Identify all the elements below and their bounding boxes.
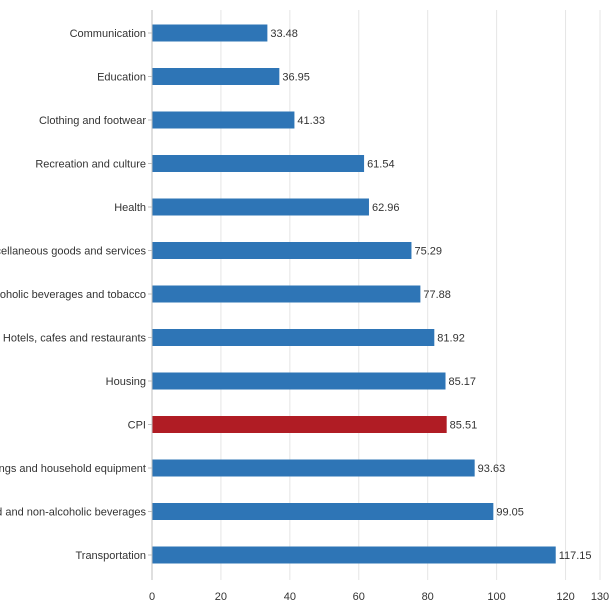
value-label-clothing-and-footwear: 41.33: [297, 115, 325, 127]
bar-communication: [152, 24, 268, 42]
bar-alcoholic-beverages-and-tobacco: [152, 285, 421, 303]
bar-food-and-non-alcoholic-beverages: [152, 503, 494, 520]
value-label-health: 62.96: [372, 202, 400, 214]
category-label-communication: Communication: [70, 28, 146, 40]
category-label-food-and-non-alcoholic-beverages: Food and non-alcoholic beverages: [0, 507, 147, 519]
x-tick-label: 120: [556, 591, 574, 603]
category-label-furnishings-and-household-equipment: Furnishings and household equipment: [0, 463, 146, 475]
x-tick-label: 80: [422, 591, 434, 603]
bar-miscellaneous-goods-and-services: [152, 242, 412, 259]
value-label-miscellaneous-goods-and-services: 75.29: [414, 246, 442, 258]
bar-cpi: [152, 416, 447, 433]
value-label-transportation: 117.15: [559, 550, 592, 562]
value-label-hotels-cafes-and-restaurants: 81.92: [437, 333, 465, 345]
category-label-recreation-and-culture: Recreation and culture: [35, 159, 146, 171]
value-label-food-and-non-alcoholic-beverages: 99.05: [496, 507, 524, 519]
bar-hotels-cafes-and-restaurants: [152, 329, 435, 346]
category-label-cpi: CPI: [128, 420, 146, 432]
bar-health: [152, 198, 369, 216]
bar-housing: [152, 372, 446, 390]
axes: [148, 10, 153, 580]
x-tick-label: 130: [591, 591, 609, 603]
x-tick-label: 60: [353, 591, 365, 603]
bar-education: [152, 68, 280, 85]
category-label-hotels-cafes-and-restaurants: Hotels, cafes and restaurants: [3, 333, 147, 345]
value-label-recreation-and-culture: 61.54: [367, 159, 395, 171]
bar-transportation: [152, 546, 556, 564]
category-label-alcoholic-beverages-and-tobacco: Alcoholic beverages and tobacco: [0, 289, 146, 301]
value-label-alcoholic-beverages-and-tobacco: 77.88: [423, 289, 451, 301]
category-label-transportation: Transportation: [75, 550, 146, 562]
category-label-miscellaneous-goods-and-services: Miscellaneous goods and services: [0, 246, 146, 258]
x-tick-label: 0: [149, 591, 155, 603]
x-tick-label: 100: [487, 591, 505, 603]
category-label-clothing-and-footwear: Clothing and footwear: [39, 115, 146, 127]
category-label-housing: Housing: [106, 376, 146, 388]
labels: 0 20 40 60 80 100 120 130 Communication 33.48 Educ…: [0, 28, 609, 603]
category-label-education: Education: [97, 72, 146, 84]
x-tick-label: 40: [284, 591, 296, 603]
value-label-education: 36.95: [282, 72, 310, 84]
bar-recreation-and-culture: [152, 155, 365, 172]
value-label-housing: 85.17: [449, 376, 477, 388]
value-label-furnishings-and-household-equipment: 93.63: [478, 463, 506, 475]
x-tick-label: 20: [215, 591, 227, 603]
value-label-cpi: 85.51: [450, 420, 478, 432]
value-label-communication: 33.48: [270, 28, 298, 40]
category-label-health: Health: [114, 202, 146, 214]
bars: [152, 24, 556, 564]
bar-furnishings-and-household-equipment: [152, 459, 475, 477]
bar-clothing-and-footwear: [152, 111, 295, 129]
